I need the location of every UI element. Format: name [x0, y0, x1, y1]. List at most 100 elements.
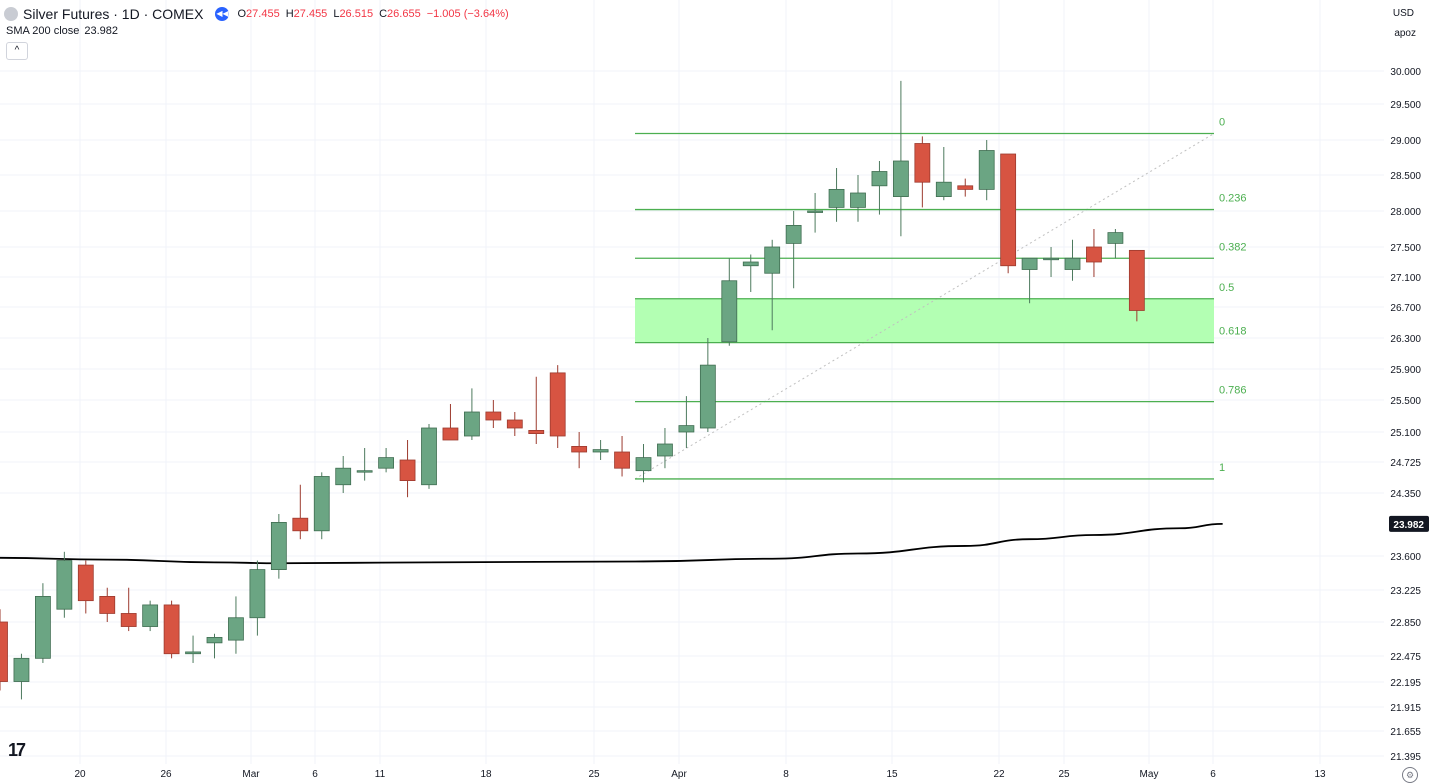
candle: [249, 560, 266, 636]
candle-body: [228, 617, 244, 641]
candle: [1128, 249, 1145, 322]
candle-body: [120, 613, 137, 627]
candle-body: [356, 470, 373, 473]
candle: [549, 365, 566, 448]
close-value: 26.655: [387, 8, 421, 20]
price-tick-label: 22.195: [1390, 678, 1421, 689]
grid-lines: [0, 0, 1384, 764]
candle: [1043, 247, 1059, 277]
candle-body: [421, 427, 437, 486]
candle: [978, 140, 995, 201]
candle: [614, 436, 630, 477]
price-tick-label: 21.655: [1390, 727, 1421, 738]
low-label: L: [333, 8, 340, 20]
candle: [914, 136, 931, 208]
price-tick-label: 23.225: [1390, 586, 1421, 597]
time-tick-label: 6: [312, 769, 318, 780]
candle-body: [828, 188, 845, 208]
candle: [421, 424, 437, 489]
price-tick-label: 27.500: [1390, 243, 1421, 254]
symbol-title[interactable]: Silver Futures · 1D · COMEX: [23, 6, 204, 22]
time-tick-label: May: [1140, 769, 1159, 780]
candle: [35, 583, 51, 663]
high-label: H: [285, 8, 294, 20]
collapse-legend-button[interactable]: ^: [6, 42, 28, 60]
candle-body: [807, 210, 823, 213]
candle: [1086, 229, 1102, 277]
candle: [356, 448, 373, 481]
candle: [185, 635, 201, 663]
fib-trend-line: [634, 133, 1215, 480]
candle-body: [77, 564, 94, 602]
symbol-logo-icon: [4, 7, 18, 21]
candle-body: [378, 457, 395, 469]
fib-level-label: 0.236: [1219, 193, 1247, 205]
candle-body: [721, 280, 738, 343]
candle-body: [742, 261, 759, 267]
candle-body: [99, 596, 116, 614]
replay-icon[interactable]: ◀◀: [215, 7, 230, 21]
candle-body: [1064, 257, 1081, 270]
candle: [399, 440, 416, 498]
price-tick-label: 29.000: [1390, 136, 1421, 147]
candle-body: [764, 246, 781, 274]
candle-body: [163, 604, 180, 655]
time-axis[interactable]: 20 26 Mar 6 11 18 25 Apr 8 15 22 25 May 6 13: [0, 764, 1430, 784]
chart-header: Silver Futures · 1D · COMEX ◀◀ O27.455 H…: [4, 5, 509, 23]
candle-body: [614, 451, 630, 469]
indicator-label: SMA 200 close: [6, 25, 80, 37]
candle: [785, 211, 802, 289]
price-tick-label: 26.300: [1390, 334, 1421, 345]
candle: [657, 428, 673, 469]
low-value: 26.515: [339, 8, 374, 20]
candle: [56, 551, 73, 618]
tradingview-logo[interactable]: 17: [8, 740, 26, 760]
fib-level-label: 1: [1219, 462, 1225, 474]
time-tick-label: 25: [1058, 769, 1070, 780]
candle-body: [1086, 246, 1102, 263]
candle: [935, 147, 952, 201]
candle-body: [206, 637, 223, 644]
time-tick-label: 11: [375, 769, 386, 780]
time-tick-label: 15: [886, 769, 898, 780]
indicator-legend[interactable]: SMA 200 close 23.982: [6, 25, 118, 37]
candle: [292, 484, 309, 540]
candle: [1021, 257, 1038, 304]
candle-body: [292, 517, 309, 532]
candle: [957, 178, 974, 197]
price-tick-label: 21.395: [1390, 752, 1421, 763]
candles: [0, 80, 1145, 700]
time-tick-label: 25: [588, 769, 600, 780]
currency-selector[interactable]: USD: [1392, 8, 1414, 19]
candle-body: [914, 143, 931, 183]
candle: [1064, 239, 1081, 281]
scale-mode-toggle[interactable]: apoz: [1394, 28, 1416, 39]
price-axis[interactable]: 30.000 29.500 29.000 28.500 28.000 27.500 27.1…: [1384, 0, 1430, 784]
price-tick-label: 25.100: [1390, 428, 1421, 439]
fib-level-label: 0: [1219, 117, 1225, 129]
candle: [571, 432, 588, 469]
candle-body: [871, 171, 888, 187]
candle: [485, 400, 502, 428]
candle-body: [1021, 257, 1038, 270]
price-tick-label: 25.500: [1390, 396, 1421, 407]
price-tick-label: 24.725: [1390, 458, 1421, 469]
candle-body: [463, 411, 480, 437]
candle: [0, 609, 8, 691]
candle-body: [635, 457, 652, 472]
sma-200-line: [0, 523, 1223, 565]
candle-body: [35, 596, 51, 659]
candle: [99, 587, 116, 622]
time-tick-label: 20: [74, 769, 86, 780]
sma-200-path: [0, 523, 1223, 565]
candle: [378, 448, 395, 473]
gear-icon[interactable]: ⚙: [1402, 767, 1418, 783]
indicator-value: 23.982: [84, 25, 119, 37]
candle-body: [185, 651, 201, 655]
current-price-badge: [1389, 515, 1429, 532]
candle: [13, 653, 30, 700]
candle: [1107, 229, 1124, 259]
candle: [163, 600, 180, 659]
price-tick-label: 23.600: [1390, 552, 1421, 563]
